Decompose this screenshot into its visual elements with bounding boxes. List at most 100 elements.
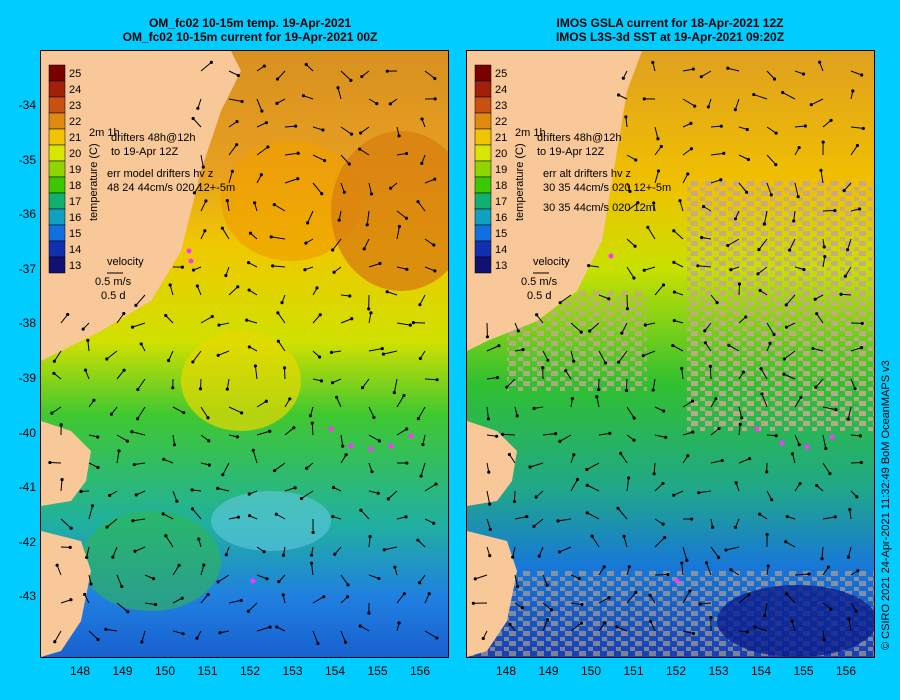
left-title-line2: OM_fc02 10-15m current for 19-Apr-2021 0… [122,30,378,44]
velocity-arrow-head [275,625,279,629]
velocity-arrow-head [632,276,636,280]
velocity-arrow-head [738,422,742,426]
velocity-arrow-head [346,583,350,587]
velocity-arrow-head [488,527,492,531]
velocity-arrow-head [206,416,210,420]
right-land-tasmania-north [467,421,517,506]
velocity-arrow [312,596,325,604]
velocity-arrow-head [656,169,661,173]
drifter-point [779,440,785,446]
left-warm-eddy [221,141,361,261]
drifter-point [829,434,835,440]
velocity-arrow-head [164,313,168,318]
colorbar-tick-label: 14 [69,244,81,256]
drifter-point [408,433,414,439]
velocity-arrow-head [140,640,144,644]
velocity-arrow [757,266,768,275]
velocity-arrow [60,479,63,492]
velocity-arrow-head [549,608,554,612]
velocity-arrow-head [382,548,386,552]
velocity-arrow [284,178,298,184]
velocity-arrow-head [86,338,90,342]
velocity-arrow [387,490,398,500]
velocity-arrow-head [706,105,710,109]
drifter-point [328,426,334,432]
velocity-arrow-head [770,498,774,502]
velocity-arrow [368,312,372,324]
velocity-arrow [697,265,712,268]
velocity-arrow [200,594,209,604]
colorbar-tick-label: 23 [495,100,507,112]
velocity-arrow-head [246,261,251,265]
velocity-arrow [625,378,628,391]
x-tick-label: 156 [836,664,857,678]
velocity-arrow-head [488,554,492,558]
velocity-arrow-head [621,76,625,80]
velocity-arrow-head [809,103,813,107]
velocity-arrow-head [758,288,762,293]
velocity-arrow-head [274,512,278,516]
velocity-arrow-head [301,94,306,98]
left-legend-drifters2: to 19-Apr 12Z [111,146,179,158]
velocity-arrow-head [769,193,773,197]
velocity-arrow-head [516,329,520,333]
colorbar-tick-label: 25 [495,68,507,80]
velocity-arrow [228,171,233,184]
velocity-arrow-head [349,78,353,82]
velocity-arrow [396,593,405,604]
velocity-arrow [850,126,864,129]
velocity-arrow [682,590,691,604]
velocity-arrow-head [134,493,138,497]
velocity-arrow-head [247,288,251,292]
right-velocity-arrows [471,60,865,642]
velocity-arrow [673,230,684,240]
velocity-arrow-head [689,147,694,151]
velocity-arrow-head [246,609,250,613]
velocity-arrow [542,433,556,436]
velocity-arrow [542,350,549,361]
velocity-arrow-head [48,460,52,465]
velocity-arrow [644,266,656,271]
velocity-arrow-head [321,128,325,132]
velocity-arrow [822,434,827,449]
velocity-arrow-head [643,323,647,327]
velocity-arrow-head [369,311,373,315]
velocity-arrow [116,450,120,464]
velocity-arrow [598,597,610,604]
velocity-arrow [536,314,544,324]
velocity-arrow-head [329,350,334,354]
velocity-arrow-head [788,248,792,252]
velocity-arrow-head [829,607,833,611]
velocity-arrow-head [839,292,843,296]
colorbar-swatch [48,80,66,98]
velocity-arrow-head [191,116,195,121]
velocity-arrow [256,146,269,156]
velocity-arrow-head [747,457,752,461]
velocity-arrow [475,574,488,580]
velocity-arrow-head [580,602,584,607]
velocity-arrow [172,490,178,502]
velocity-arrow-head [656,137,660,141]
velocity-arrow [424,378,438,381]
velocity-arrow [362,378,370,388]
velocity-arrow-head [305,221,310,225]
velocity-arrow [228,121,238,128]
velocity-arrow-head [296,177,300,181]
velocity-arrow-head [404,216,409,220]
drifter-point [188,258,194,264]
velocity-arrow [785,294,796,306]
velocity-arrow [417,406,426,419]
velocity-arrow-head [632,438,636,442]
velocity-arrow [758,238,768,250]
velocity-arrow [822,256,826,268]
velocity-arrow-head [829,118,833,122]
velocity-arrow-head [603,361,608,365]
colorbar-swatch [48,96,66,114]
velocity-arrow [165,315,174,324]
velocity-arrow [587,484,600,492]
velocity-arrow-head [239,411,244,415]
velocity-arrow-head [744,190,749,194]
velocity-arrow [815,378,824,388]
colorbar-tick-label: 24 [69,84,81,96]
x-tick-label: 150 [155,664,176,678]
